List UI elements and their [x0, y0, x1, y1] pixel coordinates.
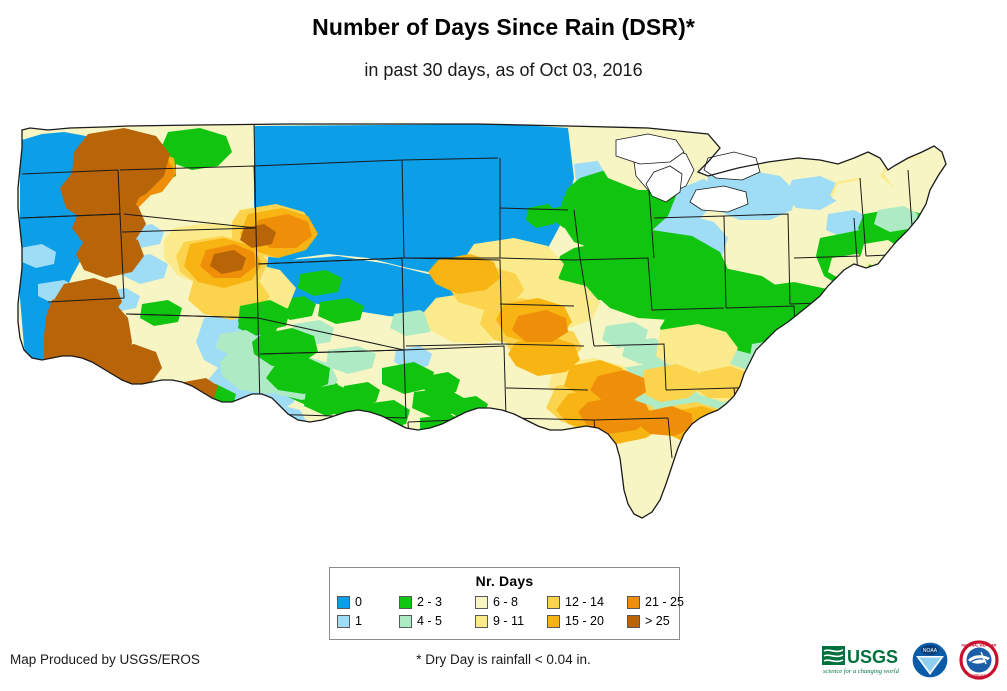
- legend-item-15-20: 15 - 20: [547, 612, 627, 631]
- legend-label-9-11: 9 - 11: [493, 614, 525, 629]
- legend-swatch-4-5: [399, 615, 412, 628]
- legend-swatch-0: [337, 596, 350, 609]
- legend-item-4-5: 4 - 5: [399, 612, 475, 631]
- legend-swatch-15-20: [547, 615, 560, 628]
- svg-text:SERVICE: SERVICE: [972, 674, 988, 678]
- agency-logos: USGS science for a changing world NOAA N…: [821, 636, 999, 684]
- legend-item-12-14: 12 - 14: [547, 593, 627, 612]
- legend-swatch-1: [337, 615, 350, 628]
- legend-item-0: 0: [337, 593, 399, 612]
- legend-swatch-6-8: [475, 596, 488, 609]
- legend-label-12-14: 12 - 14: [565, 595, 604, 610]
- svg-text:USGS: USGS: [847, 647, 898, 667]
- legend-items: 0 2 - 3 6 - 8 12 - 14 21 - 25 1 4 - 5: [330, 593, 684, 631]
- noaa-logo: NOAA: [911, 641, 949, 679]
- legend-label-15-20: 15 - 20: [565, 614, 604, 629]
- legend-swatch-12-14: [547, 596, 560, 609]
- dsr-choropleth-map: [8, 118, 999, 548]
- legend-label-4-5: 4 - 5: [417, 614, 443, 629]
- page-subtitle: in past 30 days, as of Oct 03, 2016: [364, 60, 643, 80]
- legend-item-1: 1: [337, 612, 399, 631]
- legend-swatch-21-25: [627, 596, 640, 609]
- legend-item-gt25: > 25: [627, 612, 687, 631]
- legend-item-9-11: 9 - 11: [475, 612, 547, 631]
- nws-logo: NATIONAL WEATHER SERVICE: [959, 640, 999, 680]
- legend-swatch-gt25: [627, 615, 640, 628]
- usgs-logo: USGS science for a changing world: [822, 646, 900, 675]
- legend-label-21-25: 21 - 25: [645, 595, 684, 610]
- legend-label-6-8: 6 - 8: [493, 595, 519, 610]
- legend-swatch-2-3: [399, 596, 412, 609]
- legend-item-21-25: 21 - 25: [627, 593, 687, 612]
- page-title: Number of Days Since Rain (DSR)*: [312, 14, 695, 40]
- legend-item-6-8: 6 - 8: [475, 593, 547, 612]
- legend-label-1: 1: [355, 614, 362, 629]
- map-legend: Nr. Days 0 2 - 3 6 - 8 12 - 14 21 - 25 1: [329, 567, 684, 640]
- map-footnote: * Dry Day is rainfall < 0.04 in.: [416, 652, 591, 667]
- svg-text:NOAA: NOAA: [923, 648, 938, 654]
- svg-text:NATIONAL WEATHER: NATIONAL WEATHER: [961, 644, 997, 648]
- legend-swatch-9-11: [475, 615, 488, 628]
- legend-label-2-3: 2 - 3: [417, 595, 443, 610]
- map-credit: Map Produced by USGS/EROS: [10, 652, 200, 667]
- svg-text:science for a changing world: science for a changing world: [823, 668, 900, 675]
- legend-item-2-3: 2 - 3: [399, 593, 475, 612]
- legend-title: Nr. Days: [475, 573, 534, 589]
- legend-label-0: 0: [355, 595, 362, 610]
- legend-label-gt25: > 25: [645, 614, 670, 629]
